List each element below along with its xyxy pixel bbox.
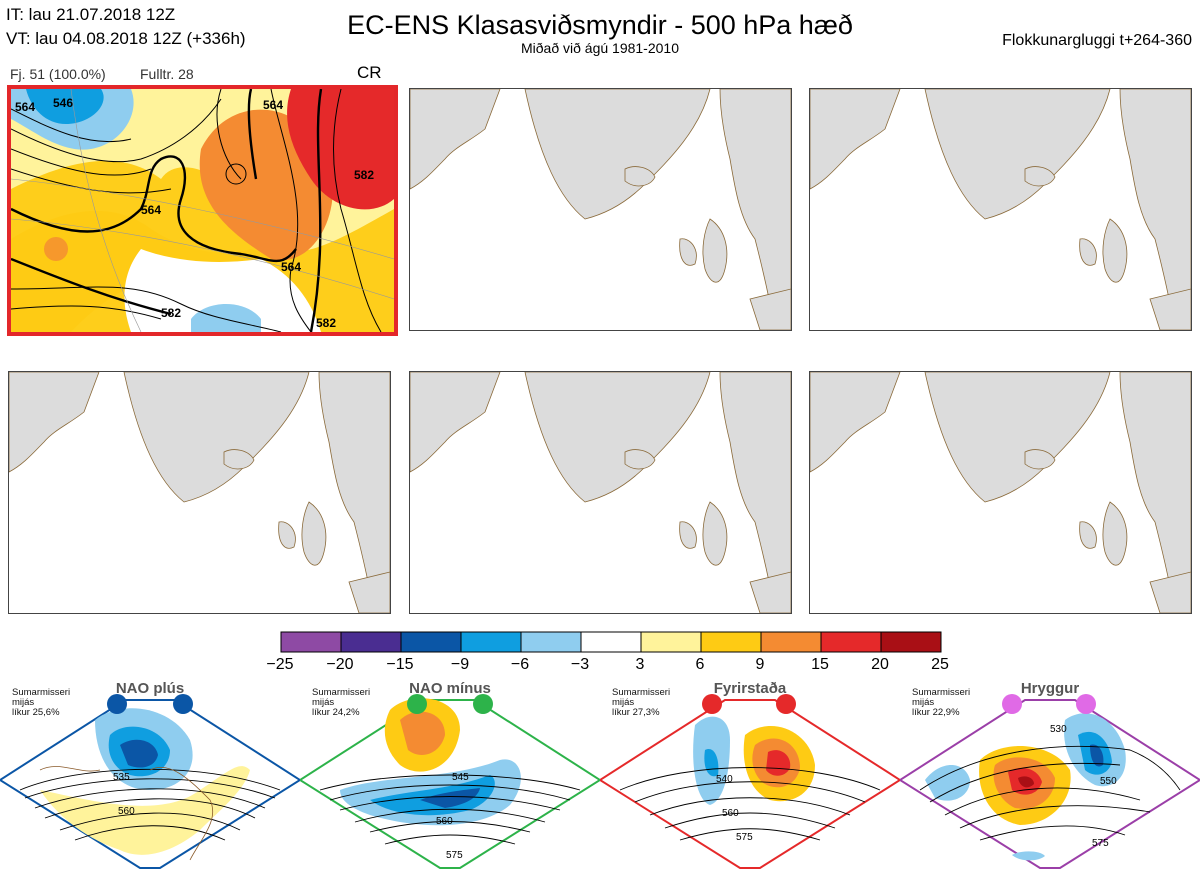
contour-label: 564 xyxy=(281,260,301,274)
regime-panel-nao-plus[interactable]: 535 560 NAO plús Sumarmisseri mijás líkur … xyxy=(0,680,300,870)
contour-label: 564 xyxy=(263,98,283,112)
colorbar-tick-label: 6 xyxy=(695,656,705,673)
page-title: EC-ENS Klasasviðsmyndir - 500 hPa hæð xyxy=(347,10,853,40)
valid-time: VT: lau 04.08.2018 12Z (+336h) xyxy=(6,29,246,48)
colorbar-swatch xyxy=(580,631,642,653)
contour-label: 564 xyxy=(15,100,35,114)
contour-label: 545 xyxy=(452,772,469,783)
colorbar-tick-label: −3 xyxy=(570,656,590,673)
regime-title: NAO plús xyxy=(115,680,185,697)
contour-label: 530 xyxy=(1050,724,1067,735)
colorbar-swatch xyxy=(340,631,402,653)
colorbar-swatch xyxy=(640,631,702,653)
contour-label: 535 xyxy=(113,772,130,783)
colorbar-tick-label: −9 xyxy=(450,656,470,673)
control-member: Fulltr. 28 xyxy=(140,66,194,82)
regime-note: Sumarmisseri mijás líkur 24,2% xyxy=(312,687,371,718)
regime-panel-nao-minus[interactable]: 545 560 575 NAO mínus Sumarmisseri mijás l… xyxy=(300,680,600,870)
regime-panel-ridge[interactable]: 530 550 575 Hryggur Sumarmisseri mijás lík… xyxy=(900,680,1200,870)
contour-label: 564 xyxy=(141,203,161,217)
colorbar-swatch xyxy=(700,631,762,653)
colorbar xyxy=(280,631,944,658)
map-panel-empty xyxy=(8,371,391,614)
regime-title: NAO mínus xyxy=(409,680,491,697)
colorbar-swatch xyxy=(280,631,342,653)
map-panel-cr[interactable]: 564 546 564 564 582 564 582 582 xyxy=(7,85,398,336)
regime-panel-blocking[interactable]: 540 560 575 Fyrirstaða Sumarmisseri mijás… xyxy=(600,680,900,870)
colorbar-swatch xyxy=(400,631,462,653)
contour-label: 560 xyxy=(436,816,453,827)
regime-title: Hryggur xyxy=(1020,680,1080,697)
regime-note: Sumarmisseri mijás líkur 25,6% xyxy=(12,687,71,718)
page-subtitle: Miðað við ágú 1981-2010 xyxy=(520,40,679,56)
contour-label: 575 xyxy=(736,832,753,843)
contour-label: 550 xyxy=(1100,776,1117,787)
class-code: CR xyxy=(357,63,382,82)
colorbar-tick-label: 15 xyxy=(811,656,829,673)
colorbar-tick-label: 20 xyxy=(871,656,889,673)
colorbar-swatch xyxy=(880,631,942,653)
colorbar-tick-label: −6 xyxy=(510,656,530,673)
anomaly-map: 564 546 564 564 582 564 582 582 xyxy=(11,89,394,332)
map-panel-empty xyxy=(409,88,792,331)
contour-label: 540 xyxy=(716,774,733,785)
colorbar-tick-label: −15 xyxy=(386,656,414,673)
classification-window: Flokkunargluggi t+264-360 xyxy=(1002,32,1192,49)
contour-label: 575 xyxy=(446,850,463,861)
regime-title: Fyrirstaða xyxy=(713,680,787,697)
contour-label: 582 xyxy=(316,316,336,330)
contour-label: 560 xyxy=(118,806,135,817)
contour-label: 560 xyxy=(722,808,739,819)
colorbar-tick-label: −25 xyxy=(266,656,294,673)
contour-label: 546 xyxy=(53,96,73,110)
contour-label: 575 xyxy=(1092,838,1109,849)
regime-note: Sumarmisseri mijás líkur 27,3% xyxy=(612,687,671,718)
contour-label: 582 xyxy=(354,168,374,182)
map-panel-empty xyxy=(809,88,1192,331)
contour-label: 582 xyxy=(161,306,181,320)
colorbar-tick-label: 25 xyxy=(931,656,949,673)
regime-note: Sumarmisseri mijás líkur 22,9% xyxy=(912,687,971,718)
colorbar-tick-label: 3 xyxy=(635,656,645,673)
colorbar-tick-label: −20 xyxy=(326,656,354,673)
init-time: IT: lau 21.07.2018 12Z xyxy=(6,5,176,24)
colorbar-swatch xyxy=(760,631,822,653)
colorbar-swatch xyxy=(460,631,522,653)
colorbar-swatch xyxy=(520,631,582,653)
member-count: Fj. 51 (100.0%) xyxy=(10,66,106,82)
colorbar-tick-label: 9 xyxy=(755,656,765,673)
colorbar-swatch xyxy=(820,631,882,653)
map-panel-empty xyxy=(809,371,1192,614)
colorbar-swatches xyxy=(280,631,942,653)
map-panel-empty xyxy=(409,371,792,614)
